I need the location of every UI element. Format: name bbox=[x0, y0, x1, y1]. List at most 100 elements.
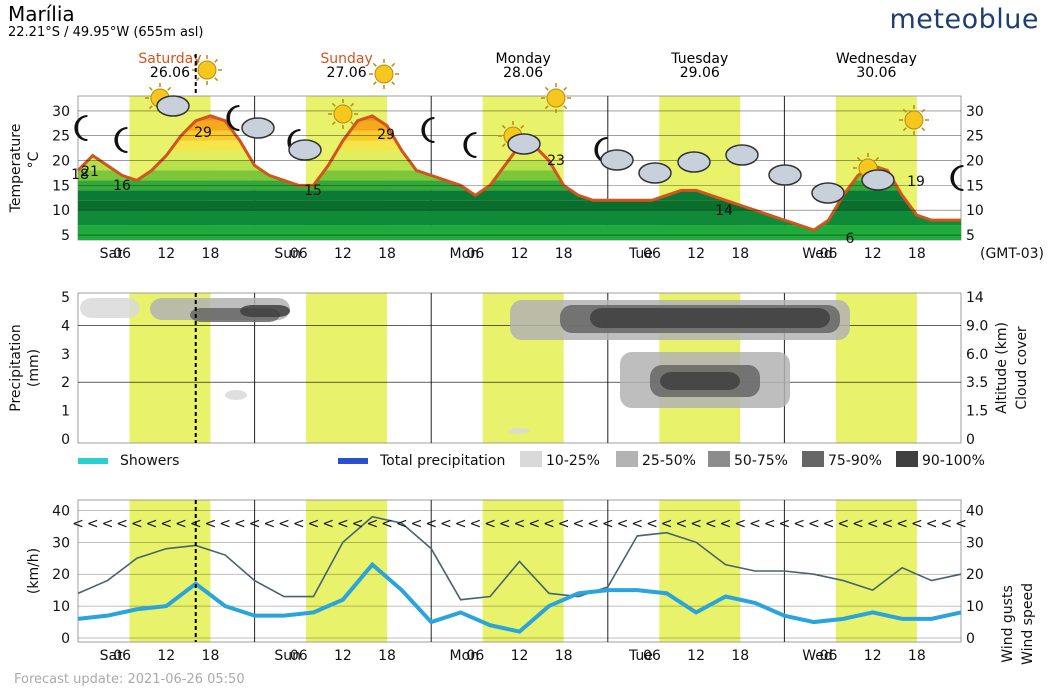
wind-direction-arrow: < bbox=[425, 516, 437, 532]
day-name: Saturday bbox=[138, 51, 201, 67]
cloud-cover-area bbox=[508, 428, 530, 434]
day-date: 27.06 bbox=[327, 65, 367, 81]
sun-ray bbox=[350, 121, 355, 126]
cloudcover-axis-label: Cloud cover bbox=[1014, 326, 1030, 410]
wind-direction-arrow: < bbox=[749, 516, 761, 532]
wind-direction-arrow: < bbox=[263, 516, 275, 532]
wind-speed-line bbox=[77, 561, 962, 634]
x-tick-label: 06 bbox=[466, 246, 484, 262]
day-date: 29.06 bbox=[680, 65, 720, 81]
sun-ray bbox=[331, 121, 336, 126]
temp-tick-left: 10 bbox=[52, 203, 70, 219]
legend-swatch bbox=[78, 458, 108, 464]
legend-label: Total precipitation bbox=[379, 453, 505, 469]
cloud-icon bbox=[861, 169, 895, 191]
x-tick-label: Wed bbox=[802, 246, 833, 262]
x-tick-label: 12 bbox=[687, 648, 705, 664]
wind-tick-right: 40 bbox=[966, 503, 984, 519]
x-tick-label: 06 bbox=[290, 246, 308, 262]
wind-tick-right: 0 bbox=[966, 631, 975, 647]
temp-tick-right: 25 bbox=[966, 129, 984, 145]
wind-direction-arrow: < bbox=[514, 516, 526, 532]
legend-swatch bbox=[616, 451, 638, 467]
moon-icon bbox=[74, 115, 88, 141]
temperature-band bbox=[78, 200, 961, 211]
wind-direction-arrow: < bbox=[572, 516, 584, 532]
cloud-icon bbox=[725, 144, 759, 166]
temp-tick-right: 10 bbox=[966, 203, 984, 219]
temp-tick-left: 20 bbox=[52, 154, 70, 170]
x-tick-label: Tue bbox=[628, 246, 653, 262]
temp-tick-left: 15 bbox=[52, 178, 70, 194]
x-tick-label: 06 bbox=[113, 246, 131, 262]
location-name: Marília bbox=[8, 2, 75, 26]
x-tick-label: 18 bbox=[555, 246, 573, 262]
wind-direction-arrow: < bbox=[867, 516, 879, 532]
temp-extreme-label: 16 bbox=[113, 178, 131, 194]
x-tick-label: 12 bbox=[511, 246, 529, 262]
wind-direction-arrow: < bbox=[455, 516, 467, 532]
x-tick-label: 06 bbox=[113, 648, 131, 664]
cloud-icon bbox=[768, 164, 802, 186]
wind-direction-arrow: < bbox=[278, 516, 290, 532]
legend-swatch bbox=[520, 451, 542, 467]
sun-ray bbox=[148, 105, 153, 110]
x-tick-label: 12 bbox=[687, 246, 705, 262]
wind-direction-arrow: < bbox=[116, 516, 128, 532]
x-tick-label: 12 bbox=[157, 246, 175, 262]
sun-ray bbox=[372, 81, 377, 86]
moon-icon bbox=[114, 127, 128, 153]
altitude-axis-label: Altitude (km) bbox=[994, 322, 1010, 414]
temperature-band bbox=[78, 210, 961, 226]
sun-ray bbox=[391, 62, 396, 67]
sun-icon bbox=[333, 104, 353, 124]
sun-ray bbox=[520, 124, 525, 129]
wind-direction-arrow: < bbox=[219, 516, 231, 532]
x-tick-label: 18 bbox=[378, 246, 396, 262]
altitude-tick-right: 3.5 bbox=[966, 375, 988, 391]
x-tick-label: 06 bbox=[466, 648, 484, 664]
precip-tick-left: 5 bbox=[61, 290, 70, 306]
temp-tick-right: 15 bbox=[966, 178, 984, 194]
altitude-tick-right: 6.0 bbox=[966, 347, 988, 363]
wind-tick-right: 10 bbox=[966, 599, 984, 615]
wind-direction-arrow: < bbox=[882, 516, 894, 532]
temp-tick-right: 5 bbox=[966, 228, 975, 244]
legend-label: 25-50% bbox=[642, 453, 696, 469]
cloud-icon bbox=[677, 151, 711, 173]
wind-gusts-line bbox=[77, 515, 962, 601]
sun-ray bbox=[195, 77, 200, 82]
wind-tick-left: 20 bbox=[52, 567, 70, 583]
temperature-band bbox=[78, 170, 961, 181]
sun-ray bbox=[167, 86, 172, 91]
cloud-cover-area bbox=[80, 298, 140, 318]
sun-icon bbox=[374, 64, 394, 84]
day-date: 28.06 bbox=[503, 65, 543, 81]
precip-tick-left: 4 bbox=[61, 318, 70, 334]
daylight-band bbox=[659, 500, 741, 642]
wind-direction-arrow: < bbox=[764, 516, 776, 532]
wind-direction-arrow: < bbox=[352, 516, 364, 532]
wind-direction-arrow: < bbox=[793, 516, 805, 532]
precip-tick-left: 1 bbox=[61, 404, 70, 420]
wind-direction-arrow: < bbox=[322, 516, 334, 532]
wind-direction-arrow: < bbox=[234, 516, 246, 532]
temp-extreme-label: 23 bbox=[547, 153, 565, 169]
cloud-icon bbox=[156, 95, 190, 117]
wind-direction-arrow: < bbox=[646, 516, 658, 532]
precip-tick-left: 0 bbox=[61, 432, 70, 448]
temp-tick-left: 5 bbox=[61, 228, 70, 244]
legend-label: Showers bbox=[120, 453, 179, 469]
x-tick-label: 06 bbox=[643, 246, 661, 262]
x-tick-label: 18 bbox=[202, 648, 220, 664]
legend-swatch bbox=[896, 451, 918, 467]
wind-direction-arrow: < bbox=[175, 516, 187, 532]
legend-swatch bbox=[708, 451, 730, 467]
sun-ray bbox=[921, 127, 926, 132]
altitude-tick-right: 9.0 bbox=[966, 318, 988, 334]
wind-direction-arrow: < bbox=[396, 516, 408, 532]
temp-tick-left: 25 bbox=[52, 129, 70, 145]
wind-direction-arrow: < bbox=[926, 516, 938, 532]
x-tick-label: 12 bbox=[334, 648, 352, 664]
wind-direction-arrow: < bbox=[631, 516, 643, 532]
